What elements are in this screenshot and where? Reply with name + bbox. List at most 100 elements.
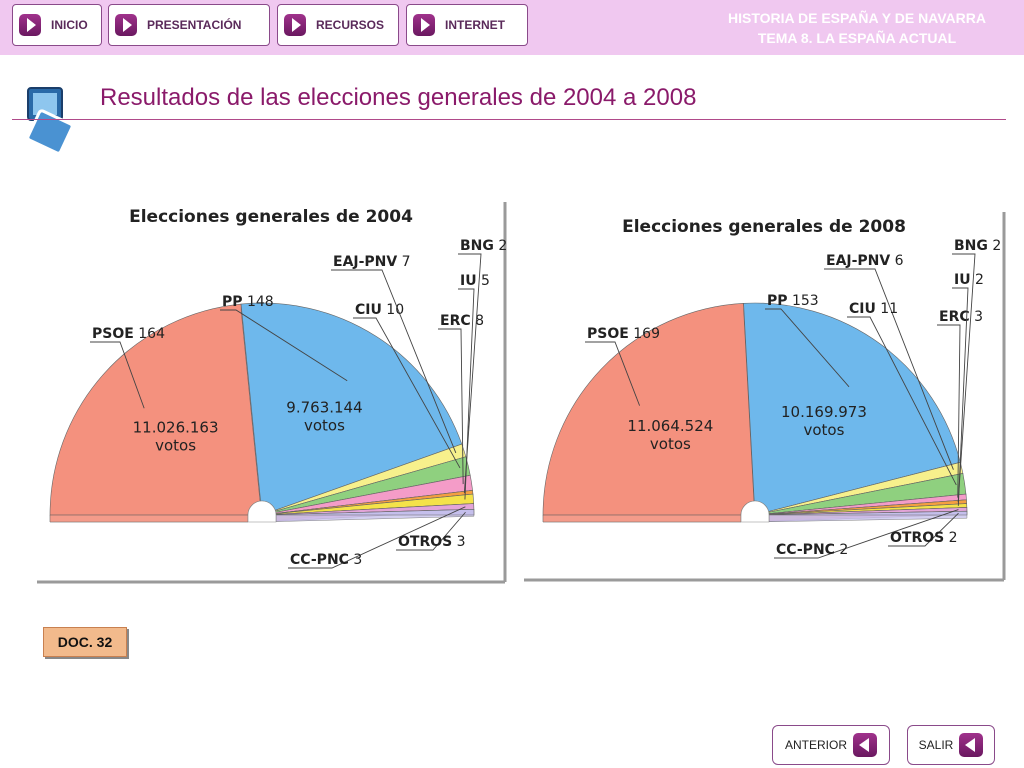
- party-seats-iu: 5: [477, 273, 490, 289]
- party-seats-bng: 2: [988, 238, 1001, 254]
- previous-button[interactable]: ANTERIOR: [772, 725, 890, 765]
- pie-base-edge: [49, 514, 249, 523]
- party-name-iu: IU: [954, 272, 971, 288]
- pie-center-hole: [247, 500, 277, 523]
- top-navigation-bar: INICIO PRESENTACIÓN RECURSOS INTERNET HI…: [0, 0, 1024, 55]
- party-label-otros: OTROS 2: [890, 530, 958, 546]
- party-label-cc-pnc: CC-PNC 3: [290, 552, 362, 568]
- party-name-eaj-pnv: EAJ-PNV: [333, 254, 397, 270]
- leader-line-cc-pnc: [288, 506, 466, 569]
- party-seats-erc: 3: [970, 309, 983, 325]
- party-name-bng: BNG: [460, 238, 494, 254]
- leader-line-iu: [458, 288, 475, 500]
- leader-line-pp: [220, 309, 348, 382]
- leader-line-erc: [438, 328, 464, 485]
- nav-label-recursos: RECURSOS: [316, 18, 385, 32]
- pie-center-hole: [740, 500, 770, 523]
- party-seats-psoe: 169: [629, 326, 660, 342]
- nav-label-presentacion: PRESENTACIÓN: [147, 18, 242, 32]
- leader-line-iu: [952, 287, 969, 506]
- party-seats-otros: 2: [944, 530, 957, 546]
- votes-unit-psoe: votos: [155, 437, 196, 455]
- party-seats-ciu: 10: [382, 302, 404, 318]
- votes-value-pp: 10.169.973: [781, 403, 867, 421]
- nav-button-inicio[interactable]: INICIO: [12, 4, 102, 46]
- votes-value-pp: 9.763.144: [286, 399, 362, 417]
- party-name-psoe: PSOE: [587, 326, 629, 342]
- arrow-right-icon: [284, 14, 306, 36]
- arrow-right-icon: [19, 14, 41, 36]
- party-seats-cc-pnc: 2: [835, 542, 848, 558]
- party-seats-ciu: 11: [876, 301, 898, 317]
- exit-button[interactable]: SALIR: [907, 725, 995, 765]
- party-label-psoe: PSOE 169: [587, 326, 660, 342]
- arrow-left-icon: [853, 733, 877, 757]
- course-title-line1: HISTORIA DE ESPAÑA Y DE NAVARRA: [727, 10, 986, 26]
- party-seats-otros: 3: [452, 534, 465, 550]
- leader-line-bng: [458, 253, 482, 494]
- party-name-ciu: CIU: [849, 301, 876, 317]
- votes-unit-psoe: votos: [650, 435, 691, 453]
- leader-line-psoe: [585, 341, 641, 406]
- nav-label-inicio: INICIO: [51, 18, 88, 32]
- nav-button-presentacion[interactable]: PRESENTACIÓN: [108, 4, 270, 46]
- party-name-erc: ERC: [440, 313, 471, 329]
- party-label-eaj-pnv: EAJ-PNV 6: [826, 253, 904, 269]
- pie-base-edge: [542, 514, 742, 523]
- party-name-erc: ERC: [939, 309, 970, 325]
- leader-line-eaj-pnv: [824, 268, 954, 470]
- party-name-otros: OTROS: [890, 530, 944, 546]
- party-label-pp: PP 153: [767, 293, 819, 309]
- exit-label: SALIR: [918, 738, 954, 752]
- arrow-right-icon: [413, 14, 435, 36]
- nav-button-recursos[interactable]: RECURSOS: [277, 4, 399, 46]
- party-seats-pp: 148: [243, 294, 274, 310]
- party-name-otros: OTROS: [398, 534, 452, 550]
- party-seats-psoe: 164: [134, 326, 165, 342]
- leader-line-erc: [937, 324, 961, 498]
- leader-line-ciu: [353, 317, 461, 469]
- party-label-ciu: CIU 11: [849, 301, 898, 317]
- votes-unit-pp: votos: [304, 417, 345, 435]
- course-title: HISTORIA DE ESPAÑA Y DE NAVARRA TEMA 8. …: [728, 8, 986, 48]
- page-title: Resultados de las elecciones generales d…: [100, 84, 697, 111]
- party-seats-bng: 2: [494, 238, 507, 254]
- arrow-left-icon: [959, 733, 984, 757]
- party-label-erc: ERC 8: [440, 313, 484, 329]
- chart-2004: Elecciones generales de 2004 PSOE 164 PP 1…: [37, 202, 507, 584]
- leader-line-eaj-pnv: [331, 269, 457, 454]
- slides-icon: [26, 87, 74, 155]
- party-seats-eaj-pnv: 6: [890, 253, 903, 269]
- party-name-eaj-pnv: EAJ-PNV: [826, 253, 890, 269]
- party-name-pp: PP: [767, 293, 788, 309]
- party-name-ciu: CIU: [355, 302, 382, 318]
- party-label-iu: IU 2: [954, 272, 984, 288]
- party-label-erc: ERC 3: [939, 309, 983, 325]
- party-name-psoe: PSOE: [92, 326, 134, 342]
- leader-line-otros: [888, 512, 959, 547]
- party-label-iu: IU 5: [460, 273, 490, 289]
- chart-title: Elecciones generales de 2008: [622, 217, 906, 237]
- party-seats-cc-pnc: 3: [349, 552, 362, 568]
- party-label-pp: PP 148: [222, 294, 274, 310]
- nav-button-internet[interactable]: INTERNET: [406, 4, 528, 46]
- previous-label: ANTERIOR: [784, 738, 847, 752]
- document-number-badge: DOC. 32: [43, 627, 127, 657]
- party-label-ciu: CIU 10: [355, 302, 404, 318]
- votes-value-psoe: 11.026.163: [133, 419, 219, 437]
- party-seats-erc: 8: [471, 313, 484, 329]
- party-seats-eaj-pnv: 7: [397, 254, 410, 270]
- party-label-bng: BNG 2: [460, 238, 507, 254]
- party-label-cc-pnc: CC-PNC 2: [776, 542, 848, 558]
- party-label-eaj-pnv: EAJ-PNV 7: [333, 254, 411, 270]
- votes-value-psoe: 11.064.524: [627, 417, 713, 435]
- party-seats-pp: 153: [788, 293, 819, 309]
- leader-line-cc-pnc: [774, 509, 959, 559]
- party-name-bng: BNG: [954, 238, 988, 254]
- party-label-psoe: PSOE 164: [92, 326, 165, 342]
- party-label-bng: BNG 2: [954, 238, 1001, 254]
- course-title-line2: TEMA 8. LA ESPAÑA ACTUAL: [757, 30, 957, 46]
- party-label-otros: OTROS 3: [398, 534, 466, 550]
- leader-line-psoe: [90, 341, 145, 409]
- votes-unit-pp: votos: [803, 421, 844, 439]
